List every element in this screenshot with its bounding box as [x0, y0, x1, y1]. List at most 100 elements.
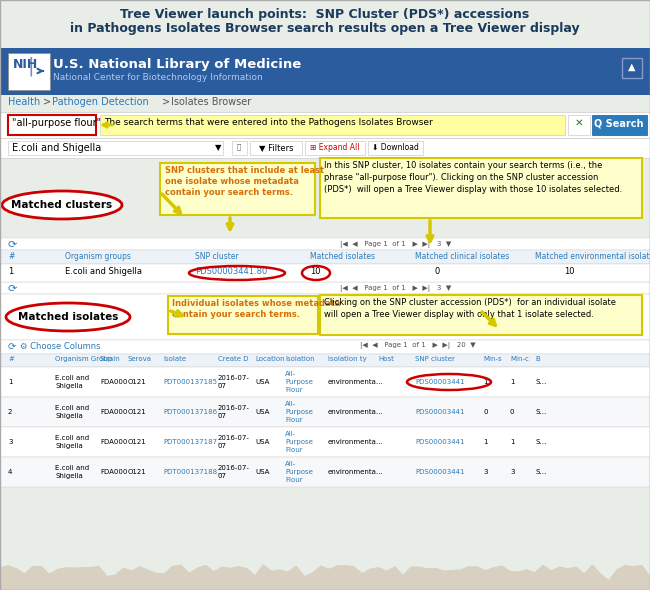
- Bar: [0, 457, 650, 487]
- Bar: [592, 115, 647, 135]
- Text: Isolates Browser: Isolates Browser: [171, 97, 252, 107]
- Polygon shape: [107, 575, 115, 590]
- Text: Host: Host: [378, 356, 394, 362]
- Text: Clicking on the SNP cluster accession (PDS*)  for an individual isolate: Clicking on the SNP cluster accession (P…: [324, 298, 616, 307]
- Polygon shape: [304, 573, 313, 590]
- Text: PDT000137187…: PDT000137187…: [163, 439, 224, 445]
- Polygon shape: [337, 566, 346, 590]
- Text: O121: O121: [128, 469, 147, 475]
- Text: environmenta…: environmenta…: [328, 469, 384, 475]
- Text: Matched environmental isolates: Matched environmental isolates: [535, 252, 650, 261]
- Polygon shape: [247, 569, 255, 590]
- Polygon shape: [354, 567, 362, 590]
- Text: Matched isolates: Matched isolates: [18, 312, 118, 322]
- Polygon shape: [41, 566, 49, 590]
- Bar: [0, 138, 650, 158]
- Polygon shape: [148, 571, 157, 590]
- Text: Tree Viewer launch points:  SNP Cluster (PDS*) accessions: Tree Viewer launch points: SNP Cluster (…: [120, 8, 530, 21]
- Polygon shape: [74, 568, 83, 590]
- Text: 0: 0: [435, 267, 440, 276]
- Polygon shape: [436, 569, 445, 590]
- Bar: [8, 115, 96, 135]
- Polygon shape: [313, 566, 321, 590]
- Polygon shape: [99, 566, 107, 590]
- Text: All-
Purpose
Flour: All- Purpose Flour: [285, 461, 313, 483]
- Polygon shape: [493, 566, 502, 590]
- Polygon shape: [551, 567, 560, 590]
- Text: B: B: [535, 356, 539, 362]
- Polygon shape: [321, 566, 329, 590]
- Text: Pathogen Detection: Pathogen Detection: [52, 97, 149, 107]
- Text: 2016-07-
07: 2016-07- 07: [218, 375, 250, 389]
- Text: ⊞ Expand All: ⊞ Expand All: [310, 143, 359, 152]
- Text: PDS00003441.80: PDS00003441.80: [195, 267, 267, 276]
- Text: environmenta…: environmenta…: [328, 409, 384, 415]
- Text: S…: S…: [535, 409, 547, 415]
- Text: 1: 1: [483, 439, 488, 445]
- Text: E.coli and
Shigella: E.coli and Shigella: [55, 375, 89, 389]
- Polygon shape: [16, 569, 25, 590]
- Text: 0: 0: [510, 409, 515, 415]
- Text: 3: 3: [483, 469, 488, 475]
- Text: E.coli and
Shigella: E.coli and Shigella: [55, 435, 89, 449]
- Text: Health: Health: [8, 97, 40, 107]
- Text: 0: 0: [483, 409, 488, 415]
- Text: Min-s: Min-s: [483, 356, 502, 362]
- Text: USA: USA: [255, 439, 269, 445]
- Polygon shape: [634, 566, 642, 590]
- Polygon shape: [486, 568, 493, 590]
- Bar: [320, 295, 642, 335]
- Polygon shape: [255, 565, 263, 590]
- Text: PDT000137188…: PDT000137188…: [163, 469, 224, 475]
- Text: 1: 1: [510, 379, 515, 385]
- Text: #: #: [8, 356, 14, 362]
- Text: environmenta…: environmenta…: [328, 439, 384, 445]
- Polygon shape: [452, 570, 461, 590]
- Text: Create D: Create D: [218, 356, 248, 362]
- Bar: [0, 397, 650, 427]
- Text: 3: 3: [510, 469, 515, 475]
- Text: (PDS*)  will open a Tree Viewer display with those 10 isolates selected.: (PDS*) will open a Tree Viewer display w…: [324, 185, 622, 194]
- Text: 2016-07-
07: 2016-07- 07: [218, 435, 250, 449]
- Bar: [0, 294, 650, 340]
- Text: E.coli and Shigella: E.coli and Shigella: [65, 267, 142, 276]
- Polygon shape: [90, 566, 99, 590]
- Polygon shape: [420, 568, 428, 590]
- Polygon shape: [535, 565, 543, 590]
- Polygon shape: [8, 566, 16, 590]
- Text: 2: 2: [8, 409, 12, 415]
- Polygon shape: [609, 570, 617, 590]
- Polygon shape: [280, 570, 288, 590]
- Bar: [320, 158, 642, 218]
- Polygon shape: [510, 572, 518, 590]
- Text: O121: O121: [128, 409, 147, 415]
- Text: PDS00003441: PDS00003441: [415, 409, 465, 415]
- Text: >: >: [43, 97, 51, 107]
- Polygon shape: [601, 575, 609, 590]
- Text: PDT000137186…: PDT000137186…: [163, 409, 224, 415]
- Text: Q Search: Q Search: [594, 118, 644, 128]
- Polygon shape: [222, 567, 230, 590]
- Text: Strain: Strain: [100, 356, 121, 362]
- Text: S…: S…: [535, 469, 547, 475]
- Text: FDA000: FDA000: [100, 409, 127, 415]
- Text: ⟳: ⟳: [8, 284, 18, 294]
- Bar: [368, 141, 423, 155]
- Text: USA: USA: [255, 409, 269, 415]
- Text: ▲: ▲: [629, 62, 636, 72]
- Text: |◀  ◀   Page 1  of 1   ▶  ▶|   20  ▼: |◀ ◀ Page 1 of 1 ▶ ▶| 20 ▼: [360, 342, 476, 349]
- Text: SNP cluster: SNP cluster: [195, 252, 239, 261]
- Text: FDA000: FDA000: [100, 469, 127, 475]
- Text: E.coli and Shigella: E.coli and Shigella: [12, 143, 101, 153]
- Bar: [100, 115, 565, 135]
- Bar: [0, 354, 650, 367]
- Text: E.coli and
Shigella: E.coli and Shigella: [55, 466, 89, 478]
- Text: Isolation ty: Isolation ty: [328, 356, 367, 362]
- Polygon shape: [461, 567, 469, 590]
- Bar: [8, 141, 223, 155]
- Polygon shape: [49, 569, 58, 590]
- Bar: [0, 427, 650, 457]
- Text: Matched isolates: Matched isolates: [310, 252, 375, 261]
- Text: National Center for Biotechnology Information: National Center for Biotechnology Inform…: [53, 73, 263, 82]
- Polygon shape: [411, 567, 420, 590]
